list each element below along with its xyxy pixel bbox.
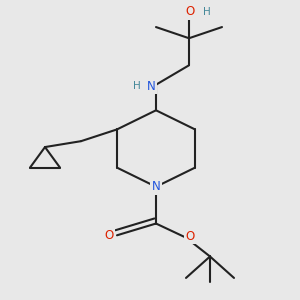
Text: N: N [152, 180, 160, 193]
Text: H: H [133, 81, 140, 91]
Text: O: O [186, 5, 195, 18]
Text: O: O [186, 230, 195, 243]
Text: N: N [147, 80, 156, 93]
Text: H: H [203, 7, 211, 17]
Text: O: O [104, 229, 113, 242]
